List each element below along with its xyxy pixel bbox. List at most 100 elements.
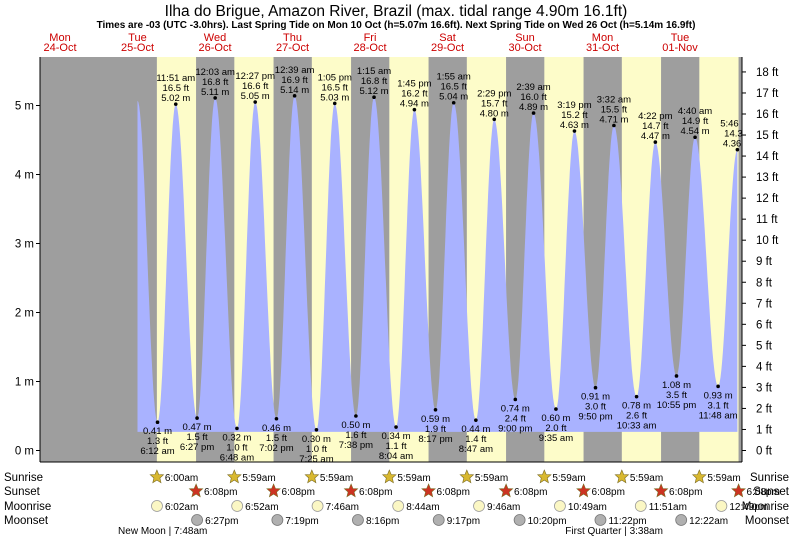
sunset-time: 6:08pm — [204, 487, 237, 498]
high-tide-metres: 5.02 m — [161, 93, 190, 104]
high-tide-point — [492, 117, 497, 122]
low-tide-point — [634, 394, 639, 399]
sunrise-icon — [149, 469, 165, 484]
moonset-icon — [432, 514, 445, 526]
low-tide-point — [433, 407, 438, 412]
sunset-time: 6:08pm — [359, 487, 392, 498]
day-labels: Mon24-OctTue25-OctWed26-OctThu27-OctFri2… — [43, 32, 698, 54]
moon-phase-label: First Quarter | 3:38am — [565, 526, 663, 537]
low-tide-time: 7:38 pm — [339, 440, 373, 451]
low-tide-time: 10:33 am — [617, 421, 657, 432]
low-tide-feet: 3.1 ft — [708, 400, 729, 411]
sunrise-time: 5:59am — [475, 473, 508, 484]
y-tick-label-m: 4 m — [15, 170, 34, 182]
low-tide-metres: 0.34 m — [382, 431, 411, 442]
high-tide-metres: 5.03 m — [320, 92, 349, 103]
sunrise-icon — [459, 469, 475, 484]
high-tide-point — [412, 107, 417, 112]
low-tide-point — [674, 374, 679, 378]
low-tide-feet: 2.4 ft — [505, 413, 526, 424]
high-tide-time: 1:55 am — [437, 72, 471, 83]
y-tick-label-ft: 4 ft — [756, 361, 773, 373]
y-tick-label-ft: 16 ft — [756, 109, 779, 121]
low-tide-feet: 1.4 ft — [465, 434, 486, 445]
high-tide-time: 2:29 pm — [477, 88, 511, 99]
low-tide-feet: 1.5 ft — [266, 433, 287, 444]
high-tide-metres: 4.63 m — [560, 120, 589, 131]
high-tide-feet: 15.5 ft — [601, 105, 628, 116]
moonset-time: 9:17pm — [447, 516, 480, 527]
low-tide-time: 6:48 am — [220, 452, 254, 463]
high-tide-feet: 16.6 ft — [242, 81, 269, 92]
high-tide-feet: 14.7 ft — [642, 121, 669, 132]
low-tide-time: 8:04 am — [379, 451, 413, 462]
high-tide-metres: 5.11 m — [201, 87, 229, 98]
day-date: 26-Oct — [198, 42, 231, 54]
sunrise-icon — [304, 469, 320, 484]
moonrise-icon — [231, 500, 244, 512]
moonset-time: 12:22am — [689, 516, 728, 527]
chart-subtitle: Times are -03 (UTC -3.0hrs). Last Spring… — [97, 20, 696, 31]
sunrise-time: 6:00am — [165, 473, 198, 484]
low-tide-time: 10:55 pm — [657, 400, 697, 411]
high-tide-time: 12:27 pm — [235, 71, 275, 82]
high-tide-point — [213, 96, 217, 100]
high-tide-time: 3:32 am — [597, 95, 631, 106]
low-tide-feet: 1.1 ft — [385, 441, 406, 452]
high-tide-time: 4:22 pm — [638, 111, 672, 122]
low-tide-feet: 1.0 ft — [226, 442, 247, 453]
high-tide-point — [735, 147, 740, 152]
moonrise-time: 9:46am — [487, 502, 520, 513]
low-tide-point — [593, 385, 598, 390]
high-tide-feet: 15.2 ft — [561, 110, 588, 121]
moonrise-time: 7:46am — [326, 502, 359, 513]
moonrise-time: 12:49pm — [729, 502, 768, 513]
y-tick-label-ft: 5 ft — [756, 340, 773, 352]
sunset-icon — [731, 483, 746, 498]
high-tide-feet: 15.7 ft — [481, 98, 508, 109]
high-tide-point — [332, 101, 337, 106]
y-tick-label-ft: 7 ft — [756, 298, 773, 310]
moonrise-time: 8:44am — [406, 502, 439, 513]
y-tick-label-ft: 13 ft — [756, 172, 779, 184]
low-tide-time: 6:12 am — [140, 446, 174, 457]
sunset-time: 6:08pm — [669, 487, 702, 498]
high-tide-feet: 14.9 ft — [682, 116, 709, 127]
high-tide-time: 4:40 am — [678, 106, 712, 117]
row-label-left: Moonrise — [4, 501, 51, 513]
y-tick-label-ft: 18 ft — [756, 67, 779, 79]
tide-curve — [137, 95, 738, 432]
y-tick-label-ft: 3 ft — [756, 382, 773, 394]
high-tide-metres: 4.47 m — [641, 131, 670, 142]
sunset-time: 6:08pm — [282, 487, 315, 498]
y-tick-label-ft: 8 ft — [756, 277, 773, 289]
low-tide-metres: 0.46 m — [262, 423, 291, 434]
high-tide-metres: 5.12 m — [360, 86, 389, 97]
high-tide-point — [693, 135, 697, 140]
y-tick-label-ft: 2 ft — [756, 403, 773, 415]
day-of-week: Fri — [364, 32, 377, 44]
y-tick-label-m: 1 m — [15, 377, 34, 389]
row-label-left: Sunrise — [4, 472, 43, 484]
high-tide-time: 1:05 pm — [318, 72, 352, 83]
high-tide-time: 3:19 pm — [557, 100, 591, 111]
day-of-week: Mon — [49, 32, 70, 44]
low-tide-point — [513, 397, 518, 402]
sunrise-time: 5:59am — [397, 473, 430, 484]
low-tide-point — [314, 428, 319, 432]
moonset-time: 6:27pm — [205, 516, 238, 527]
day-of-week: Thu — [283, 32, 302, 44]
day-date: 31-Oct — [586, 42, 619, 54]
axes: 5 m 4 m 3 m 2 m 1 m 0 m 18 ft 17 ft 16 ft 15 ft 14… — [0, 57, 793, 463]
high-tide-point — [653, 140, 658, 144]
low-tide-point — [474, 418, 478, 422]
moonrise-icon — [715, 500, 728, 512]
row-label-left: Sunset — [4, 486, 41, 498]
row-label-right: Moonset — [745, 515, 790, 527]
low-tide-time: 7:25 am — [299, 454, 333, 465]
low-tide-metres: 0.50 m — [341, 420, 370, 431]
high-tide-feet: 16.5 ft — [440, 82, 467, 93]
low-tide-point — [195, 416, 199, 420]
moonset-icon — [513, 514, 526, 526]
